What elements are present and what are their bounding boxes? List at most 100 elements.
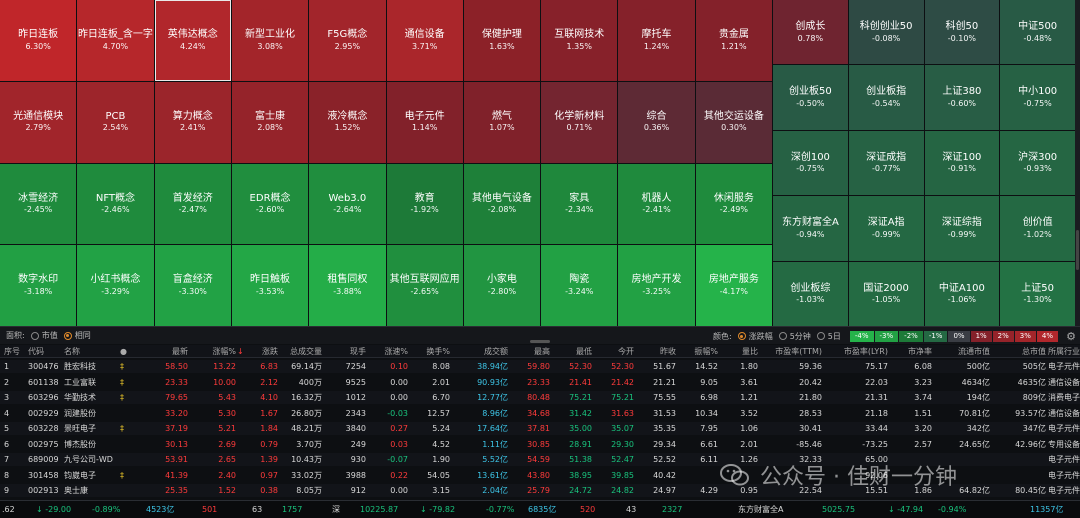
sector-tile[interactable]: 算力概念 2.41% (154, 81, 231, 163)
column-header[interactable]: 序号 (4, 347, 20, 356)
table-row[interactable]: 3 603296 华勤技术 ‡ 79.65 5.43 4.10 16.32万 1012 0.00 6… (0, 391, 1080, 404)
sector-tile[interactable]: Web3.0 -2.64% (309, 163, 386, 245)
index-tile[interactable]: 东方财富全A -0.94% (773, 196, 848, 261)
index-tile[interactable]: 科创创业50 -0.08% (848, 0, 924, 65)
index-tile[interactable]: 创业板50 -0.50% (773, 65, 848, 130)
sector-tile[interactable]: 摩托车 1.24% (618, 0, 695, 81)
sector-tile[interactable]: EDR概念 -2.60% (231, 163, 309, 245)
index-tile[interactable]: 创成长 0.78% (773, 0, 848, 65)
index-tile[interactable]: 科创50 -0.10% (924, 0, 1000, 65)
sector-tile[interactable]: 新型工业化 3.08% (231, 0, 309, 81)
area-option-market-cap[interactable]: 市值 (30, 330, 58, 341)
column-header[interactable]: 最新 (172, 347, 188, 356)
table-row[interactable]: 4 002929 润建股份 33.20 5.30 1.67 26.80万 2343 -0.03 1… (0, 407, 1080, 420)
sector-tile[interactable]: 英伟达概念 4.24% (154, 0, 231, 81)
column-header[interactable]: 流通市值 (958, 347, 990, 356)
column-header[interactable]: 昨收 (660, 347, 676, 356)
sector-tile[interactable]: 电子元件 1.14% (386, 81, 463, 163)
index-tile[interactable]: 上证50 -1.30% (1000, 261, 1075, 326)
sector-tile[interactable]: 小红书概念 -3.29% (77, 245, 154, 326)
sector-tile[interactable]: 富士康 2.08% (231, 81, 309, 163)
column-header[interactable]: 市盈率(TTM) (775, 347, 822, 356)
sector-tile[interactable]: 首发经济 -2.47% (154, 163, 231, 245)
gear-icon[interactable]: ⚙ (1066, 329, 1076, 343)
sector-tile[interactable]: 昨日连板_含一字 4.70% (77, 0, 154, 81)
index-tile[interactable]: 上证380 -0.60% (924, 65, 1000, 130)
column-header[interactable]: 所属行业 (1048, 347, 1080, 356)
index-tile[interactable]: 深证A指 -0.99% (848, 196, 924, 261)
sector-tile[interactable]: 机器人 -2.41% (618, 163, 695, 245)
index-tile[interactable]: 深证成指 -0.77% (848, 130, 924, 196)
column-header[interactable]: 最高 (534, 347, 550, 356)
color-option-5min[interactable]: 5分钟 (778, 331, 811, 342)
column-header[interactable]: 今开 (618, 347, 634, 356)
column-header[interactable]: 涨速% (384, 347, 408, 356)
column-header[interactable]: 总市值 (1022, 347, 1046, 356)
sector-tile[interactable]: 教育 -1.92% (386, 163, 463, 245)
sector-tile[interactable]: 其他电气设备 -2.08% (463, 163, 541, 245)
column-header[interactable]: 振幅% (694, 347, 718, 356)
sector-tile[interactable]: 陶瓷 -3.24% (541, 245, 618, 326)
sector-tile[interactable]: 互联网技术 1.35% (541, 0, 618, 81)
sector-tile[interactable]: 液冷概念 1.52% (309, 81, 386, 163)
column-header[interactable]: 涨跌 (262, 347, 278, 356)
column-header[interactable]: 换手% (426, 347, 450, 356)
index-tile[interactable]: 深证综指 -0.99% (924, 196, 1000, 261)
sector-tile[interactable]: 保健护理 1.63% (463, 0, 541, 81)
table-row[interactable]: 6 002975 博杰股份 30.13 2.69 0.79 3.70万 249 0.03 4.52… (0, 438, 1080, 451)
column-header[interactable]: 最低 (576, 347, 592, 356)
index-tile[interactable]: 国证2000 -1.05% (848, 261, 924, 326)
sector-tile[interactable]: PCB 2.54% (77, 81, 154, 163)
sector-tile[interactable]: 昨日触板 -3.53% (231, 245, 309, 326)
sort-desc-icon[interactable]: ↓ (237, 347, 244, 356)
column-header[interactable]: 成交额 (484, 347, 508, 356)
index-tile[interactable]: 创业板指 -0.54% (848, 65, 924, 130)
column-header[interactable]: 市盈率(LYR) (843, 347, 888, 356)
panel-splitter-handle[interactable] (530, 340, 550, 343)
table-row[interactable]: 9 002913 奥士康 25.35 1.52 0.38 8.05万 912 0.00 3.15 2… (0, 484, 1080, 497)
column-header[interactable]: 代码 (28, 347, 44, 356)
column-header[interactable]: 总成交量 (290, 347, 322, 356)
table-row[interactable]: 8 301458 钧崴电子 ‡ 41.39 2.40 0.97 33.02万 3988 0.22 5… (0, 469, 1080, 482)
sector-tile[interactable]: 家具 -2.34% (541, 163, 618, 245)
table-row[interactable]: 2 601138 工业富联 ‡ 23.33 10.00 2.12 400万 9525 0.00 2.… (0, 376, 1080, 389)
index-tile[interactable]: 中小100 -0.75% (1000, 65, 1075, 130)
sector-tile[interactable]: 租售同权 -3.88% (309, 245, 386, 326)
sector-tile[interactable]: F5G概念 2.95% (309, 0, 386, 81)
column-header[interactable]: 名称 (64, 347, 80, 356)
index-tile[interactable]: 深证100 -0.91% (924, 130, 1000, 196)
index-tile[interactable]: 创业板综 -1.03% (773, 261, 848, 326)
table-row[interactable]: 1 300476 胜宏科技 ‡ 58.50 13.22 6.83 69.14万 7254 0.10… (0, 360, 1080, 373)
index-tile[interactable]: 中证500 -0.48% (1000, 0, 1075, 65)
table-row[interactable]: 5 603228 景旺电子 ‡ 37.19 5.21 1.84 48.21万 3840 0.27 5… (0, 422, 1080, 435)
table-row[interactable]: 7 689009 九号公司-WD 53.91 2.65 1.39 10.43万 930 -0.0… (0, 453, 1080, 466)
scrollbar-thumb[interactable] (1076, 230, 1079, 270)
sector-tile[interactable]: 小家电 -2.80% (463, 245, 541, 326)
index-tile[interactable]: 创价值 -1.02% (1000, 196, 1075, 261)
sector-tile[interactable]: 冰雪经济 -2.45% (0, 163, 77, 245)
heatmap-scrollbar[interactable] (1075, 0, 1080, 326)
column-header[interactable]: 市净率 (908, 347, 932, 356)
sector-tile[interactable]: 盲盒经济 -3.30% (154, 245, 231, 326)
column-header[interactable]: 现手 (350, 347, 366, 356)
column-header[interactable]: 涨幅% (212, 347, 236, 356)
sector-tile[interactable]: 房地产服务 -4.17% (695, 245, 772, 326)
sector-tile[interactable]: 其他互联网应用 -2.65% (386, 245, 463, 326)
color-option-change[interactable]: 涨跌幅 (737, 331, 773, 342)
sector-tile[interactable]: 昨日连板 6.30% (0, 0, 77, 81)
column-header[interactable]: ● (120, 347, 127, 356)
sector-tile[interactable]: NFT概念 -2.46% (77, 163, 154, 245)
index-tile[interactable]: 沪深300 -0.93% (1000, 130, 1075, 196)
sector-tile[interactable]: 化学新材料 0.71% (541, 81, 618, 163)
column-header[interactable]: 量比 (742, 347, 758, 356)
sector-tile[interactable]: 通信设备 3.71% (386, 0, 463, 81)
color-option-5day[interactable]: 5日 (816, 331, 841, 342)
sector-tile[interactable]: 休闲服务 -2.49% (695, 163, 772, 245)
index-tile[interactable]: 深创100 -0.75% (773, 130, 848, 196)
sector-tile[interactable]: 其他交运设备 0.30% (695, 81, 772, 163)
sector-tile[interactable]: 综合 0.36% (618, 81, 695, 163)
sector-tile[interactable]: 燃气 1.07% (463, 81, 541, 163)
sector-tile[interactable]: 光通信模块 2.79% (0, 81, 77, 163)
area-option-equal[interactable]: 相同 (63, 330, 91, 341)
index-tile[interactable]: 中证A100 -1.06% (924, 261, 1000, 326)
